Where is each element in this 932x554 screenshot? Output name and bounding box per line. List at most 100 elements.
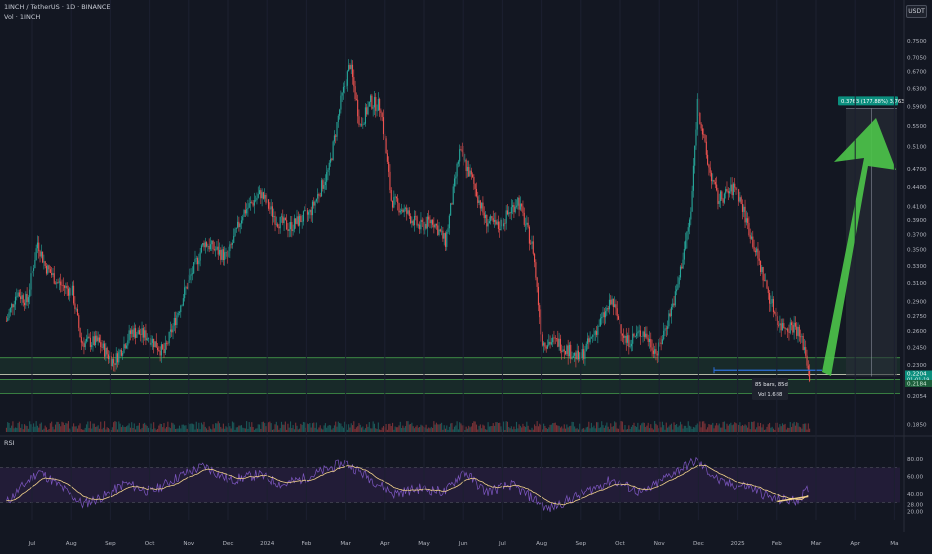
volume-bar (552, 423, 554, 432)
price-tick-label: 0.2300 (907, 363, 927, 369)
candle-body (145, 330, 147, 341)
volume-bar (469, 427, 471, 432)
volume-bar (535, 426, 537, 432)
candle-body (244, 210, 246, 214)
volume-bar (699, 421, 701, 432)
candle-body (137, 330, 139, 335)
volume-bar (424, 427, 426, 432)
candle-body (453, 178, 456, 187)
volume-bar (133, 423, 135, 432)
candle-body (549, 341, 551, 345)
volume-bar (749, 429, 751, 432)
volume-bar (809, 428, 811, 432)
volume-bar (534, 424, 536, 432)
candle-body (703, 134, 705, 135)
volume-bar (101, 429, 103, 432)
candle-body (26, 293, 28, 303)
candle-body (314, 201, 316, 206)
volume-bar (337, 421, 339, 432)
volume-bar (74, 426, 76, 432)
candle-body (707, 154, 709, 165)
candle-body (27, 297, 29, 303)
volume-bar (803, 423, 805, 432)
candle-body (491, 216, 493, 219)
candle-body (621, 333, 623, 336)
volume-bar (251, 422, 253, 432)
volume-bar (776, 422, 778, 432)
candle-body (371, 95, 373, 109)
candle-body (443, 233, 445, 239)
candle-body (353, 77, 355, 87)
volume-bar (217, 421, 219, 432)
candle-body (313, 201, 315, 206)
candle-body (696, 98, 698, 130)
price-tick-label: 0.5500 (907, 124, 927, 130)
volume-bar (36, 425, 38, 432)
candle-body (142, 328, 144, 338)
candle-body (153, 338, 155, 348)
volume-bar (260, 428, 262, 432)
volume-bar (231, 421, 233, 432)
volume-bar (479, 424, 481, 432)
volume-bar (17, 423, 19, 432)
volume-bar (429, 428, 431, 432)
candle-body (390, 189, 392, 201)
candle-body (233, 235, 235, 243)
volume-bar (523, 426, 525, 432)
candle-body (84, 341, 86, 348)
volume-bar (129, 427, 131, 432)
candle-body (260, 190, 262, 199)
price-tick-label: 0.1850 (907, 422, 927, 428)
volume-bar (524, 426, 527, 432)
candle-body (417, 224, 419, 226)
volume-bar (709, 424, 711, 432)
candle-body (252, 202, 254, 206)
volume-bar (509, 428, 511, 432)
time-tick-label: Aug (536, 541, 547, 547)
candle-body (154, 341, 156, 348)
candle-body (705, 141, 707, 155)
volume-bar (478, 425, 480, 432)
candle-body (246, 209, 248, 214)
candle-body (784, 327, 786, 329)
candle-body (718, 201, 720, 204)
volume-bar (253, 429, 255, 432)
volume-bar (141, 427, 143, 432)
candle-body (128, 330, 130, 341)
volume-bar (190, 423, 192, 432)
volume-bar (327, 425, 329, 432)
candle-body (448, 215, 450, 229)
candle-body (169, 329, 171, 332)
candle-body (634, 336, 636, 337)
candle-body (168, 331, 170, 344)
candle-body (178, 312, 181, 313)
candle-body (807, 365, 809, 371)
volume-bar (213, 428, 215, 432)
candle-body (691, 190, 693, 212)
candle-body (336, 121, 338, 137)
candle-body (203, 242, 205, 248)
candle-body (574, 352, 576, 356)
candle-body (147, 338, 150, 339)
candle-body (93, 336, 95, 346)
candle-body (694, 145, 696, 166)
volume-bar (215, 423, 217, 432)
candle-body (166, 342, 168, 344)
volume-bar (398, 425, 400, 432)
volume-bar (335, 421, 337, 432)
volume-bar (181, 424, 183, 432)
volume-bar (531, 427, 533, 432)
candle-body (237, 221, 239, 228)
candle-body (738, 189, 740, 202)
candle-body (228, 251, 230, 257)
volume-bar (660, 427, 662, 432)
candle-body (92, 336, 94, 346)
volume-bar (158, 425, 160, 432)
candle-body (641, 336, 643, 338)
volume-bar (346, 429, 348, 432)
volume-bar (326, 427, 328, 432)
currency-button[interactable]: USDT (906, 5, 927, 18)
candle-body (218, 250, 221, 255)
